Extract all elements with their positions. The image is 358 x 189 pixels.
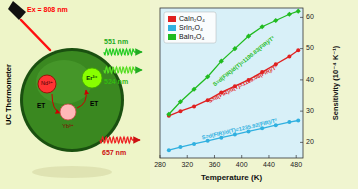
y-tick xyxy=(300,17,303,18)
et-arrow xyxy=(77,90,86,108)
annotation: 551 nm xyxy=(104,38,128,45)
chart: Ex = 808 nm UC Thermometer Nd³⁺ Yb³⁺ Er³⁺ ET E… xyxy=(0,0,358,189)
y-tick xyxy=(300,79,303,80)
x-tick xyxy=(187,155,188,158)
laser-beam xyxy=(21,20,50,50)
y-tick-label: 20 xyxy=(306,138,314,145)
x-tick-label: 280 xyxy=(154,161,166,168)
plot-data xyxy=(166,9,301,153)
legend-label: CaIn₂O₄ xyxy=(179,15,205,22)
y-tick xyxy=(300,48,303,49)
annotation: 657 nm xyxy=(102,149,126,156)
sphere xyxy=(23,51,121,149)
illustration: Ex = 808 nm UC Thermometer Nd³⁺ Yb³⁺ Er³⁺ ET E… xyxy=(0,0,150,189)
series-point xyxy=(178,99,183,104)
y-tick-label: 60 xyxy=(306,13,314,20)
series-point xyxy=(287,120,291,124)
series-point xyxy=(178,109,182,113)
legend-label: BaIn₂O₄ xyxy=(179,33,205,40)
shadow xyxy=(32,166,112,178)
emission-wave-arrow xyxy=(132,139,140,141)
series-point xyxy=(219,59,224,64)
series-point xyxy=(287,12,292,17)
series-point xyxy=(246,34,251,39)
et-arrow xyxy=(52,94,60,113)
series-point xyxy=(167,148,171,152)
annotation: Er³⁺ xyxy=(86,75,98,81)
x-tick-label: 320 xyxy=(181,161,193,168)
x-axis-label: Temperature (K) xyxy=(201,173,263,182)
emission-wave xyxy=(100,137,132,143)
x-tick xyxy=(241,155,242,158)
plot-frame xyxy=(160,8,303,158)
sphere-rim xyxy=(20,48,124,152)
y-tick-label: 30 xyxy=(306,107,314,114)
series-point xyxy=(205,74,210,79)
x-tick-label: 440 xyxy=(263,161,275,168)
x-tick xyxy=(296,155,297,158)
series-point xyxy=(232,46,237,51)
y-tick xyxy=(300,111,303,112)
series-point xyxy=(166,112,171,117)
equation: S=d(FIR)/d(T)=1235.92(FIR)/T² xyxy=(201,117,278,140)
annotation: Ex = 808 nm xyxy=(27,6,68,13)
illustration-bg xyxy=(0,0,150,189)
ion-nd xyxy=(38,75,56,93)
emission-wave xyxy=(104,67,134,73)
equation: S=d(FIR)/d(T)=1190.83(FIR)/T² xyxy=(212,35,276,88)
ion-er xyxy=(82,68,102,88)
y-tick xyxy=(300,142,303,143)
series-point xyxy=(296,119,300,123)
series-point xyxy=(287,54,291,58)
series-point xyxy=(192,142,196,146)
x-tick xyxy=(214,155,215,158)
y-tick-label: 50 xyxy=(306,44,314,51)
annotation: ET xyxy=(90,100,98,107)
emission-wave xyxy=(104,49,134,55)
y-axis-label: Sensitivity (10⁻⁴ K⁻¹) xyxy=(331,45,340,120)
legend-label: SrIn₂O₄ xyxy=(179,24,203,31)
x-tick-label: 360 xyxy=(209,161,221,168)
series-point xyxy=(191,87,196,92)
annotation: Yb³⁺ xyxy=(62,123,74,129)
legend-swatch xyxy=(168,34,176,40)
x-tick-label: 400 xyxy=(236,161,248,168)
series-line xyxy=(169,121,298,151)
plot-bg xyxy=(160,8,303,158)
series-point xyxy=(296,9,301,14)
series-line xyxy=(169,11,298,114)
series-point xyxy=(178,145,182,149)
annotation: ET xyxy=(37,102,45,109)
legend-swatch xyxy=(168,16,176,22)
x-tick xyxy=(268,155,269,158)
series-point xyxy=(260,24,265,29)
series-point xyxy=(273,18,278,23)
series-point xyxy=(192,104,196,108)
annotation: Nd³⁺ xyxy=(41,80,53,86)
emission-wave-arrow xyxy=(134,69,142,71)
y-tick-label: 40 xyxy=(306,76,314,83)
annotation: 524 nm xyxy=(104,78,128,85)
series-line xyxy=(169,50,298,116)
annotation: UC Thermometer xyxy=(4,64,13,125)
series-point xyxy=(296,48,300,52)
legend: CaIn₂O₄ SrIn₂O₄ BaIn₂O₄ xyxy=(164,12,216,43)
emission-wave-arrow xyxy=(134,51,142,53)
legend-swatch xyxy=(168,25,176,31)
legend-box xyxy=(164,12,216,43)
x-tick-label: 480 xyxy=(290,161,302,168)
ion-yb xyxy=(60,104,76,120)
laser xyxy=(8,1,26,20)
